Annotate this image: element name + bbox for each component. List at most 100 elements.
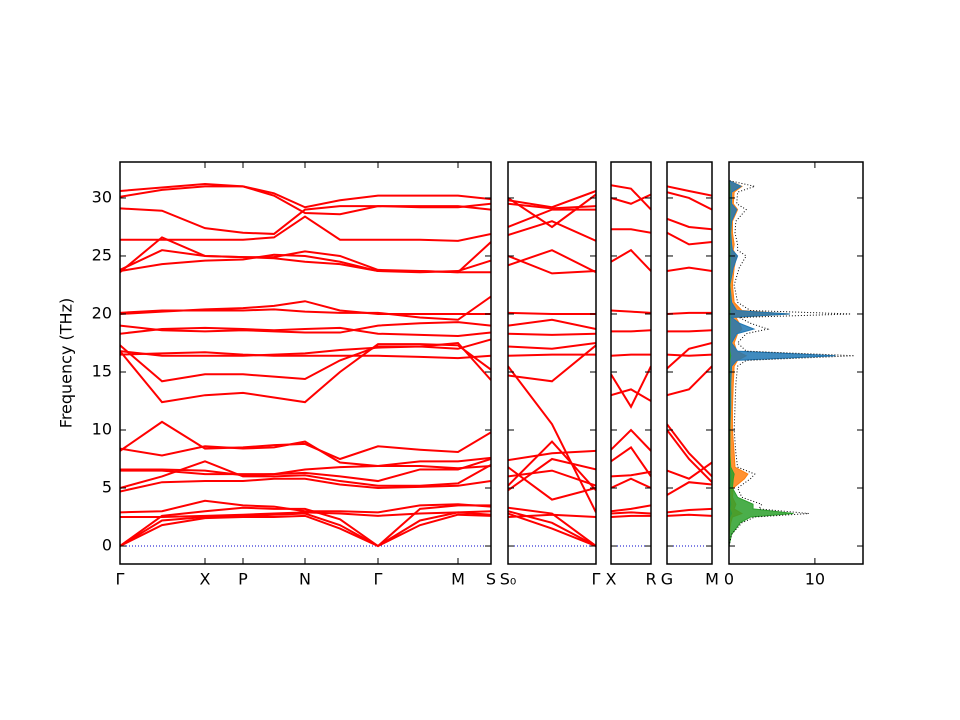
band-line bbox=[508, 220, 596, 242]
band-line bbox=[508, 208, 596, 228]
band-line bbox=[611, 470, 651, 478]
band-line bbox=[120, 513, 491, 548]
band-line bbox=[508, 202, 596, 210]
band-line bbox=[508, 365, 596, 513]
x-tick-label: R bbox=[645, 570, 656, 589]
y-tick-label: 25 bbox=[92, 245, 112, 264]
x-tick-label: Γ bbox=[374, 570, 383, 589]
band-line bbox=[120, 236, 491, 274]
x-tick-label: X bbox=[606, 570, 617, 589]
band-line bbox=[508, 466, 596, 501]
dos-line bbox=[729, 180, 855, 547]
x-tick-label: 10 bbox=[805, 570, 825, 589]
band-line bbox=[120, 326, 491, 338]
band-line bbox=[508, 193, 596, 229]
band-line bbox=[667, 507, 712, 514]
band-line bbox=[611, 193, 651, 205]
plot-frame bbox=[610, 161, 652, 565]
x-tick-label: M bbox=[451, 570, 465, 589]
x-tick-label: P bbox=[238, 570, 248, 589]
band-line bbox=[508, 311, 596, 315]
band-line bbox=[508, 318, 596, 331]
band-line bbox=[611, 511, 651, 515]
band-line bbox=[508, 332, 596, 336]
band-line bbox=[120, 295, 491, 321]
band-line bbox=[667, 513, 712, 517]
band-line bbox=[611, 388, 651, 402]
band-line bbox=[120, 249, 491, 274]
band-line bbox=[120, 205, 491, 235]
band-line bbox=[508, 512, 596, 547]
band-line bbox=[667, 329, 712, 333]
band-line bbox=[508, 449, 596, 462]
band-line bbox=[120, 185, 491, 216]
band-line bbox=[667, 217, 712, 231]
band-line bbox=[611, 514, 651, 519]
band-line bbox=[667, 423, 712, 478]
band-line bbox=[508, 344, 596, 383]
y-tick-label: 20 bbox=[92, 303, 112, 322]
band-line bbox=[667, 365, 712, 397]
band-line bbox=[667, 231, 712, 246]
y-tick-label: 5 bbox=[102, 478, 112, 497]
band-line bbox=[611, 477, 651, 489]
dos-area bbox=[729, 180, 790, 547]
band-line bbox=[667, 311, 712, 315]
band-line bbox=[508, 440, 596, 492]
y-axis-label: Frequency (THz) bbox=[57, 298, 76, 428]
band-line bbox=[120, 440, 491, 467]
band-line bbox=[508, 457, 596, 492]
band-line bbox=[120, 241, 491, 274]
band-line bbox=[120, 499, 491, 514]
band-line bbox=[120, 341, 491, 383]
x-tick-label: 0 bbox=[724, 570, 734, 589]
band-line bbox=[667, 481, 712, 496]
x-tick-label: X bbox=[200, 570, 211, 589]
plot-frame bbox=[666, 161, 713, 565]
y-tick-label: 15 bbox=[92, 361, 112, 380]
dos-area bbox=[729, 180, 794, 547]
x-tick-label: Γ bbox=[116, 570, 125, 589]
band-line bbox=[120, 511, 491, 548]
x-tick-label: N bbox=[299, 570, 311, 589]
band-line bbox=[611, 504, 651, 513]
band-line bbox=[667, 266, 712, 273]
band-line bbox=[120, 464, 491, 477]
band-line bbox=[667, 191, 712, 211]
plot-frame bbox=[119, 161, 492, 565]
band-line bbox=[120, 338, 491, 357]
x-tick-label: Γ bbox=[592, 570, 601, 589]
band-line bbox=[120, 351, 491, 360]
band-line bbox=[611, 329, 651, 333]
band-line bbox=[120, 510, 491, 519]
band-line bbox=[667, 429, 712, 483]
band-line bbox=[611, 309, 651, 314]
band-line bbox=[120, 460, 491, 489]
x-tick-label: S₀ bbox=[500, 570, 517, 589]
band-line bbox=[611, 248, 651, 272]
y-tick-label: 30 bbox=[92, 187, 112, 206]
band-line bbox=[667, 185, 712, 197]
band-line bbox=[611, 446, 651, 477]
band-line bbox=[508, 255, 596, 275]
band-line bbox=[611, 228, 651, 234]
band-line bbox=[120, 321, 491, 334]
x-tick-label: G bbox=[661, 570, 673, 589]
y-tick-label: 0 bbox=[102, 536, 112, 555]
band-line bbox=[508, 506, 596, 547]
band-line bbox=[508, 353, 596, 357]
y-tick-label: 10 bbox=[92, 420, 112, 439]
band-line bbox=[120, 477, 491, 493]
band-line bbox=[120, 420, 491, 461]
band-line bbox=[611, 365, 651, 409]
band-line bbox=[508, 510, 596, 547]
band-line bbox=[120, 504, 491, 548]
x-tick-label: S bbox=[486, 570, 496, 589]
band-line bbox=[667, 353, 712, 357]
band-line bbox=[508, 190, 596, 209]
band-line bbox=[611, 184, 651, 211]
band-line bbox=[508, 341, 596, 350]
dos-area bbox=[729, 180, 836, 547]
